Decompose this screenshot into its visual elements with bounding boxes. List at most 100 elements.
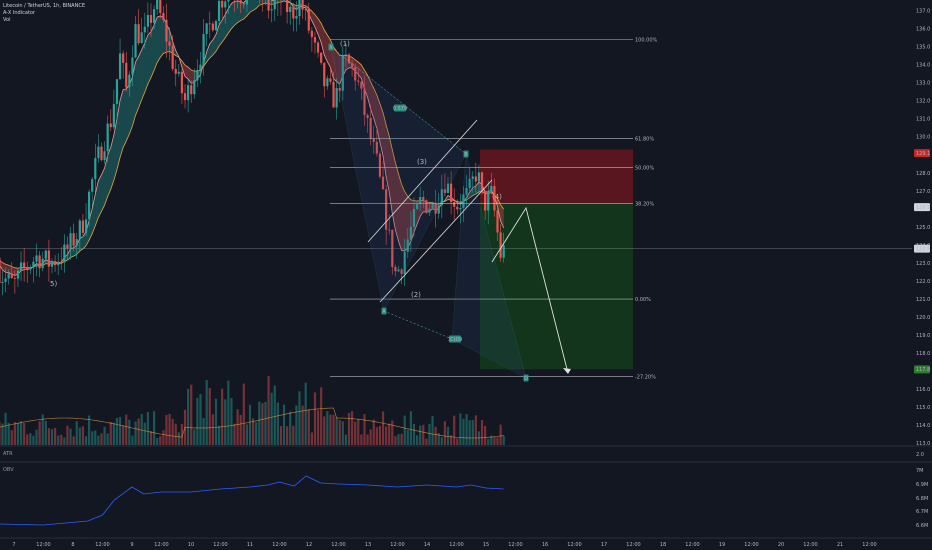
candle-body [134,24,137,58]
candle-body [378,153,382,177]
time-axis-tick: 12:00 [508,542,522,548]
pattern-badge-label: 1.409 [448,337,462,343]
volume-bar [97,435,100,445]
candle-body [360,81,363,89]
candle-body [239,0,242,4]
candle-body [307,9,310,31]
obv-axis-tick: 7M [916,468,924,474]
time-axis-tick: 18 [660,542,666,548]
pattern-badge-label: D [524,376,528,382]
ma-ribbon-segment [107,147,111,197]
volume-bar [412,423,416,445]
price-axis-tick: 131.0 [916,117,930,123]
volume-bar [66,425,69,445]
price-axis-tick: 133.0 [916,81,930,87]
volume-bar [35,429,38,445]
time-axis-tick: 20 [778,542,784,548]
candle-body [403,251,406,274]
volume-bar [230,398,233,445]
obv-axis-tick: 6.8M [916,496,928,502]
volume-bar [152,411,156,445]
candle-body [313,37,317,43]
fib-level-label: 38.20% [635,201,654,207]
volume-bar [276,402,279,445]
indicator-name[interactable]: A-X Indicator [3,10,35,16]
volume-bar [19,421,23,445]
volume-bar [320,387,323,445]
ma-ribbon-segment [11,266,15,276]
projection-path [491,206,569,374]
ma-ribbon-segment [120,89,124,158]
time-axis-tick: 19 [719,542,725,548]
volume-bar [400,433,403,445]
price-badge-label: 117.8 [916,367,930,373]
obv-pane-label[interactable]: OBV [3,467,14,473]
candle-body [125,62,128,88]
volume-bar [313,392,317,445]
volume-bar [428,423,431,445]
time-axis-tick: 10 [188,542,194,548]
volume-bar [190,384,193,445]
candle-body [394,266,397,272]
candle-body [428,208,431,213]
time-axis-tick: 12:00 [744,542,758,548]
volume-bar [162,430,165,445]
volume-bar [137,418,140,445]
volume-bar [106,433,109,445]
volume-bar [50,429,54,445]
price-axis-tick: 136.0 [916,27,930,33]
candle-body [38,255,41,269]
volume-bar [60,434,63,445]
candle-body [412,208,416,227]
candle-body [19,262,23,271]
volume-label[interactable]: Vol [3,17,11,23]
ma-ribbon-segment [160,15,164,58]
chart-symbol-title[interactable]: Litecoin / TetherUS, 1h, BINANCE [3,3,85,9]
candle-body [341,55,344,91]
candle-body [26,267,29,270]
ma-ribbon-segment [185,65,189,80]
candle-body [350,63,354,68]
ma-ribbon-segment [243,0,247,19]
volume-bar [103,426,106,445]
pattern-ac-line [383,310,453,340]
price-axis-tick: 123.0 [916,261,930,267]
candle-body [372,138,375,142]
volume-bar [394,436,397,445]
indicator-panes [0,445,932,539]
candle-body [400,269,403,274]
candle-body [354,67,357,81]
volume-bar [385,426,388,445]
candle-body [369,118,372,139]
volume-bar [10,430,13,445]
volume-bar [450,435,453,445]
candle-body [338,87,341,91]
ma-ribbon-segment [231,1,235,29]
atr-pane-label[interactable]: ATR [3,451,13,457]
price-badge-label: 126.5 [916,205,930,211]
ma-ribbon-segment [373,88,377,129]
volume-bar [468,420,471,445]
candle-body [301,0,304,10]
fib-level-label: 50.00% [635,165,654,171]
volume-bar [403,415,406,445]
time-axis-tick: 12:00 [36,542,50,548]
time-axis-tick: 7 [12,542,15,548]
stop-loss-zone [480,149,633,204]
volume-bar [125,414,128,445]
volume-bar [286,426,289,445]
volume-bar [471,419,474,445]
candle-body [165,19,168,42]
wave-label: 5) [50,280,57,288]
candle-body [388,229,391,231]
time-axis-tick: 12:00 [449,542,463,548]
ma-ribbon-segment [367,75,371,109]
candle-body [434,203,437,214]
volume-bar [292,425,295,445]
time-axis-tick: 14 [424,542,430,548]
candle-body [493,186,496,211]
volume-bar [456,438,459,445]
wedge-upper-line [367,119,478,243]
ma-ribbon-segment [327,34,331,68]
